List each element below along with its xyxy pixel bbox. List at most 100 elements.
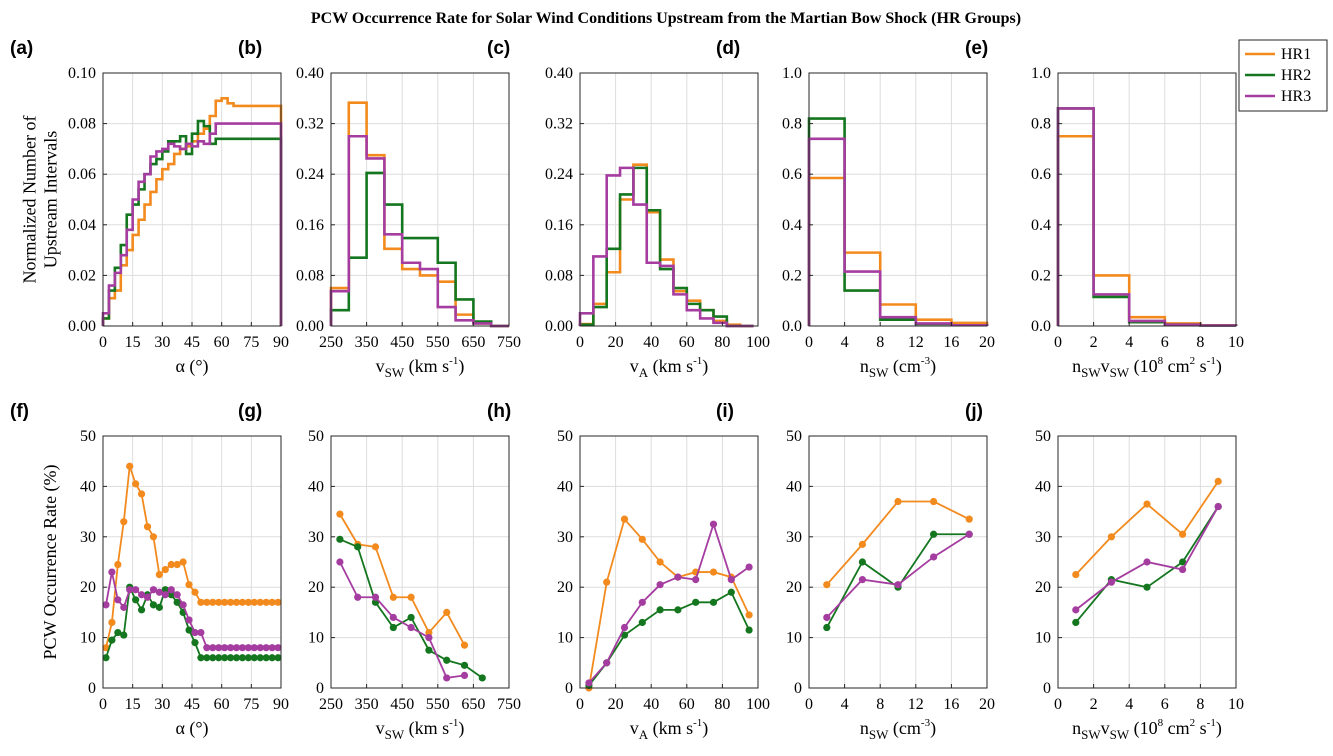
y-tick-label: 0.8 <box>782 116 802 133</box>
marker-hr3 <box>443 674 451 682</box>
marker-hr3 <box>823 613 831 622</box>
y-tick-label: 0.32 <box>296 116 324 133</box>
line-hr2 <box>588 590 750 687</box>
panel-b: (b) 250 350 450 550 650 750 0.00 0.08 0.16 0.24 0.3… <box>238 38 521 380</box>
marker-hr2 <box>232 654 241 662</box>
marker-hr2 <box>478 674 486 682</box>
panel-label: (j) <box>965 401 983 422</box>
panel-a: (a) 0 15 30 45 60 75 90 0.00 0.02 0.04 0.06 0.08 0.10… <box>10 38 289 377</box>
x-tick-label: 650 <box>461 696 485 713</box>
marker-hr2 <box>102 654 110 662</box>
y-tick-label: 0.2 <box>782 267 802 284</box>
x-tick-label: 10 <box>1228 696 1244 713</box>
x-tick-label: 6 <box>1161 696 1169 713</box>
legend-label-hr1: HR1 <box>1281 46 1311 63</box>
y-tick-label: 30 <box>557 529 573 546</box>
marker-hr3 <box>232 644 241 652</box>
y-tick-label: 0.00 <box>545 318 573 335</box>
y-tick-label: 0 <box>88 680 96 697</box>
marker-hr3 <box>250 644 258 652</box>
panel-j: (j) 0 2 4 6 8 10 0 10 20 30 40 50 nSWvSW (108 cm2 s-1… <box>965 401 1244 742</box>
marker-hr2 <box>274 654 282 662</box>
panels-group: (a)0 15 30 45 60 75 900.000.020.040.060.080.10… <box>10 38 1244 742</box>
panel-d: (d) 0 4 8 12 16 20 0.0 0.2 0.4 0.6 0.8 1.0 nSW (cm-3) <box>716 38 995 380</box>
x-tick-label: 0 <box>99 696 107 713</box>
y-tick-label: 0.0 <box>782 318 802 335</box>
marker-hr1 <box>191 588 199 596</box>
marker-hr3 <box>238 644 247 652</box>
y-tick-label: 0.2 <box>1031 267 1051 284</box>
x-axis-label: nSW (cm-3) <box>860 355 936 380</box>
marker-hr2 <box>209 654 217 662</box>
marker-hr1 <box>155 571 163 579</box>
marker-hr1 <box>603 578 611 586</box>
marker-hr2 <box>173 598 181 606</box>
y-tick-label: 1.0 <box>1031 65 1051 82</box>
x-tick-label: 45 <box>184 334 200 351</box>
marker-hr1 <box>425 628 433 637</box>
y-tick-label: 0.08 <box>68 116 96 133</box>
x-tick-label: 60 <box>214 696 230 713</box>
marker-hr1 <box>460 641 469 649</box>
x-axis-label: α (°) <box>175 718 208 739</box>
y-axis-label: Normalized Number ofUpstream Intervals <box>20 116 61 284</box>
y-tick-label: 0 <box>794 680 802 697</box>
x-tick-label: 20 <box>979 696 995 713</box>
x-tick-label: 12 <box>908 696 924 713</box>
y-tick-label: 50 <box>80 428 96 445</box>
y-tick-label: 0.40 <box>296 65 324 82</box>
x-tick-label: 750 <box>497 334 521 351</box>
marker-hr1 <box>143 523 152 531</box>
marker-hr2 <box>443 656 451 664</box>
marker-hr1 <box>1179 530 1187 538</box>
marker-hr3 <box>1214 502 1222 511</box>
y-tick-label: 0.02 <box>68 267 96 284</box>
marker-hr3 <box>149 586 158 594</box>
marker-hr2 <box>167 591 175 599</box>
x-tick-label: 8 <box>876 334 884 351</box>
marker-hr1 <box>132 480 140 488</box>
marker-hr2 <box>656 606 664 614</box>
y-tick-label: 0.32 <box>545 116 573 133</box>
panel-g: (g) 250 350 450 550 650 750 0 10 20 30 40 50 vSW (km … <box>238 401 521 742</box>
marker-hr2 <box>137 606 146 614</box>
marker-hr3 <box>425 634 433 642</box>
marker-hr2 <box>354 543 362 551</box>
marker-hr1 <box>114 560 122 569</box>
marker-hr2 <box>745 626 753 634</box>
marker-hr3 <box>209 644 217 652</box>
marker-hr3 <box>1143 558 1151 566</box>
y-tick-label: 0.00 <box>68 318 96 335</box>
x-tick-label: 15 <box>125 334 141 351</box>
axes-frame <box>1057 435 1237 689</box>
histogram-hr3 <box>1056 107 1238 327</box>
x-tick-label: 750 <box>497 696 521 713</box>
marker-hr3 <box>371 593 380 601</box>
marker-hr2 <box>823 623 831 632</box>
x-tick-label: 4 <box>1125 334 1133 351</box>
marker-hr3 <box>692 576 700 584</box>
y-tick-label: 0 <box>1043 680 1051 697</box>
axes-frame <box>579 435 759 689</box>
marker-hr1 <box>108 618 116 627</box>
y-tick-label: 50 <box>557 428 573 445</box>
marker-hr1 <box>173 560 181 569</box>
line-hr3 <box>1075 506 1219 611</box>
marker-hr1 <box>167 560 175 569</box>
x-axis-label: α (°) <box>175 356 208 377</box>
histogram-hr1 <box>1056 134 1238 327</box>
y-tick-label: 0.16 <box>545 217 573 234</box>
marker-hr3 <box>709 520 718 528</box>
x-tick-label: 6 <box>1161 334 1169 351</box>
x-tick-label: 650 <box>461 334 485 351</box>
x-tick-label: 20 <box>979 334 995 351</box>
x-axis-label: vA (km s-1) <box>630 717 709 742</box>
y-tick-label: 1.0 <box>782 65 802 82</box>
x-tick-label: 90 <box>273 696 289 713</box>
marker-hr3 <box>858 576 867 584</box>
marker-hr1 <box>126 462 134 470</box>
marker-hr3 <box>132 586 140 594</box>
marker-hr2 <box>268 654 276 662</box>
marker-hr3 <box>274 644 282 652</box>
